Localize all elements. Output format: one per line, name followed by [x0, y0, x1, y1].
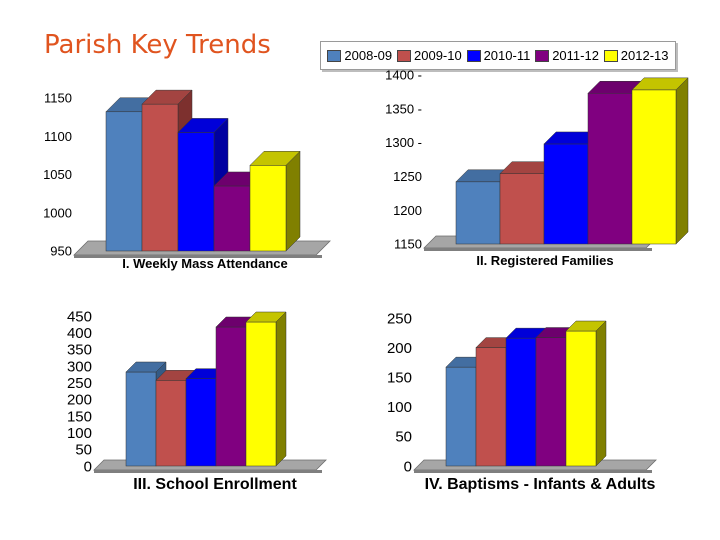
- y-tick-label: 400: [67, 325, 92, 342]
- bar-front: [475, 347, 507, 467]
- legend-swatch: [535, 49, 550, 62]
- bar-top: [125, 361, 167, 373]
- chart-title: IV. Baptisms - Infants & Adults: [425, 476, 656, 493]
- chart-floor-edge: [94, 470, 322, 473]
- legend-item-2009-10: 2009-10: [397, 48, 462, 63]
- bar-top: [565, 320, 607, 332]
- bar-front: [155, 380, 187, 467]
- chart-title: I. Weekly Mass Attendance: [122, 256, 287, 271]
- bar-front: [105, 111, 143, 252]
- y-tick-label: 200: [67, 392, 92, 409]
- bar-front: [565, 330, 597, 467]
- bar-top: [177, 118, 229, 133]
- y-tick-label: 150: [387, 369, 412, 386]
- legend-swatch: [327, 49, 342, 62]
- chart-legend: 2008-09 2009-10 2010-11 2011-12 2012-13: [320, 41, 676, 70]
- y-tick-label: 50: [75, 442, 92, 459]
- y-tick-label: 1150: [44, 91, 72, 106]
- y-tick-label: 350: [67, 342, 92, 359]
- bar-front: [215, 326, 247, 467]
- bar-top: [249, 151, 301, 166]
- bar-front: [587, 93, 633, 245]
- bar-front: [499, 173, 545, 245]
- bar-front: [445, 366, 477, 467]
- y-tick-label: 450: [67, 308, 92, 325]
- legend-item-2008-09: 2008-09: [327, 48, 392, 63]
- bar-2010-11: [185, 368, 227, 467]
- y-tick-label: 300: [67, 358, 92, 375]
- y-tick-label: 1250: [393, 169, 422, 184]
- y-tick-label: 1350 -: [385, 101, 422, 116]
- legend-swatch: [603, 49, 618, 62]
- bar-front: [213, 185, 251, 252]
- legend-label: 2009-10: [414, 48, 462, 63]
- y-tick-label: 250: [67, 375, 92, 392]
- bar-top: [631, 77, 689, 91]
- bar-2012-13: [565, 320, 607, 467]
- chart-baptisms: 0 50 100 150 200 250 IV. Baptisms - Infants & …: [387, 310, 657, 493]
- legend-swatch: [397, 49, 411, 62]
- chart-title: III. School Enrollment: [133, 476, 297, 493]
- legend-item-2011-12: 2011-12: [535, 48, 599, 63]
- legend-label: 2011-12: [552, 48, 599, 63]
- y-tick-label: 250: [387, 310, 412, 327]
- chart-floor-edge: [74, 255, 322, 258]
- y-tick-label: 100: [387, 399, 412, 416]
- bar-front: [185, 378, 217, 467]
- legend-label: 2008-09: [344, 48, 393, 63]
- bar-front: [125, 371, 157, 467]
- y-tick-label: 0: [404, 458, 412, 475]
- y-tick-label: 1150: [394, 237, 422, 252]
- bar-front: [631, 89, 677, 245]
- bar-side: [595, 320, 607, 467]
- y-tick-label: 1050: [43, 167, 72, 182]
- legend-swatch: [466, 49, 481, 62]
- bar-front: [455, 181, 501, 245]
- bar-2012-13: [249, 150, 301, 252]
- y-tick-label: 50: [395, 429, 412, 446]
- chart-registered-families: 1150 1200 1250 1300 - 1350 - 1400 - II. Regist…: [385, 68, 689, 268]
- y-tick-label: 0: [84, 458, 92, 475]
- bar-front: [245, 321, 277, 467]
- bar-front: [505, 337, 537, 467]
- bar-front: [249, 165, 287, 252]
- legend-item-2010-11: 2010-11: [466, 48, 531, 63]
- y-tick-label: 1300 -: [385, 135, 422, 150]
- bar-top: [245, 311, 287, 323]
- y-tick-label: 1400 -: [385, 68, 422, 83]
- y-tick-label: 1100: [44, 129, 72, 144]
- y-tick-label: 1000: [43, 205, 72, 220]
- legend-label: 2012-13: [620, 48, 669, 63]
- legend-item-2012-13: 2012-13: [603, 48, 669, 63]
- y-tick-label: 100: [67, 425, 92, 442]
- chart-floor-edge: [414, 470, 652, 473]
- bar-front: [535, 337, 567, 467]
- y-tick-label: 950: [50, 244, 72, 259]
- page-title: Parish Key Trends: [44, 30, 271, 60]
- chart-title: II. Registered Families: [476, 253, 613, 268]
- legend-label: 2010-11: [483, 48, 531, 63]
- chart-weekly-mass-attendance: 950 1000 1050 1100 1150 I. Weekly Mass Attend…: [43, 89, 331, 271]
- bar-front: [177, 132, 215, 252]
- bar-2012-13: [631, 77, 689, 245]
- bar-2012-13: [245, 311, 287, 467]
- bar-front: [543, 143, 589, 245]
- y-tick-label: 1200: [393, 203, 422, 218]
- bar-top: [141, 89, 193, 105]
- y-tick-label: 200: [387, 340, 412, 357]
- bar-2010-11: [177, 117, 229, 252]
- bar-front: [141, 103, 179, 252]
- chart-floor-edge: [424, 248, 652, 251]
- y-tick-label: 150: [67, 408, 92, 425]
